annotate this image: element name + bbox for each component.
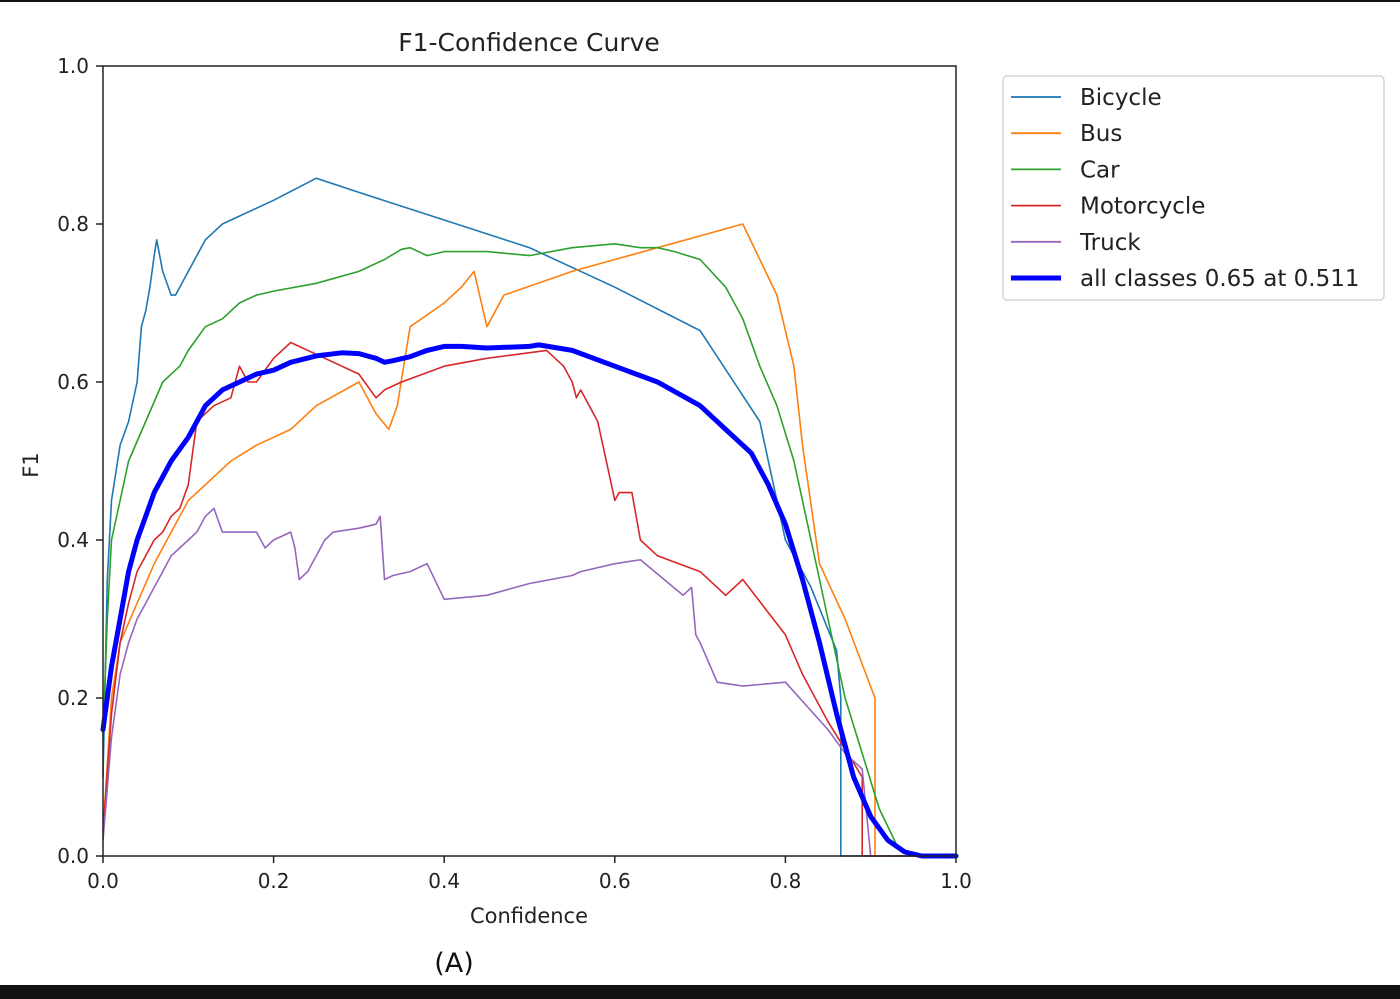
y-tick-label: 0.4 [57, 528, 89, 552]
x-tick-label: 1.0 [940, 869, 972, 893]
bottom-border [0, 985, 1400, 999]
series-line-4 [102, 341, 957, 857]
y-tick-label: 0.8 [57, 212, 89, 236]
plot-lines [100, 177, 959, 859]
legend: Bicycle Bus Car Motorcycle Truck all classes … [1002, 75, 1385, 301]
top-border [0, 0, 1400, 2]
x-axis: 0.0 0.2 0.4 0.6 0.8 1.0 [87, 856, 972, 893]
x-tick-label: 0.8 [769, 869, 801, 893]
series-line-3 [102, 243, 957, 857]
y-tick-label: 0.2 [57, 686, 89, 710]
legend-label-5: Truck [1079, 230, 1141, 256]
chart-title: F1-Confidence Curve [398, 28, 660, 57]
plot-frame [102, 65, 957, 857]
y-tick-label: 0.6 [57, 370, 89, 394]
legend-label-3: Car [1080, 157, 1120, 183]
y-axis: 0.0 0.2 0.4 0.6 0.8 1.0 [57, 54, 103, 868]
y-axis-label: F1 [19, 452, 43, 477]
series-line-5 [102, 507, 957, 857]
x-tick-label: 0.4 [428, 869, 460, 893]
series-line-1 [102, 177, 957, 857]
x-tick-label: 0.6 [599, 869, 631, 893]
figure-caption: (A) [434, 948, 474, 979]
legend-label-6: all classes 0.65 at 0.511 [1080, 266, 1360, 292]
x-tick-label: 0.2 [258, 869, 290, 893]
x-axis-label: Confidence [470, 904, 588, 928]
legend-box [1002, 75, 1385, 301]
legend-label-4: Motorcycle [1080, 194, 1205, 220]
y-tick-label: 0.0 [57, 844, 89, 868]
series-line-2 [102, 223, 957, 857]
x-tick-label: 0.0 [87, 869, 119, 893]
series-line-6 [100, 342, 959, 859]
y-tick-label: 1.0 [57, 54, 89, 78]
legend-label-1: Bicycle [1080, 85, 1162, 111]
legend-label-2: Bus [1080, 121, 1122, 147]
